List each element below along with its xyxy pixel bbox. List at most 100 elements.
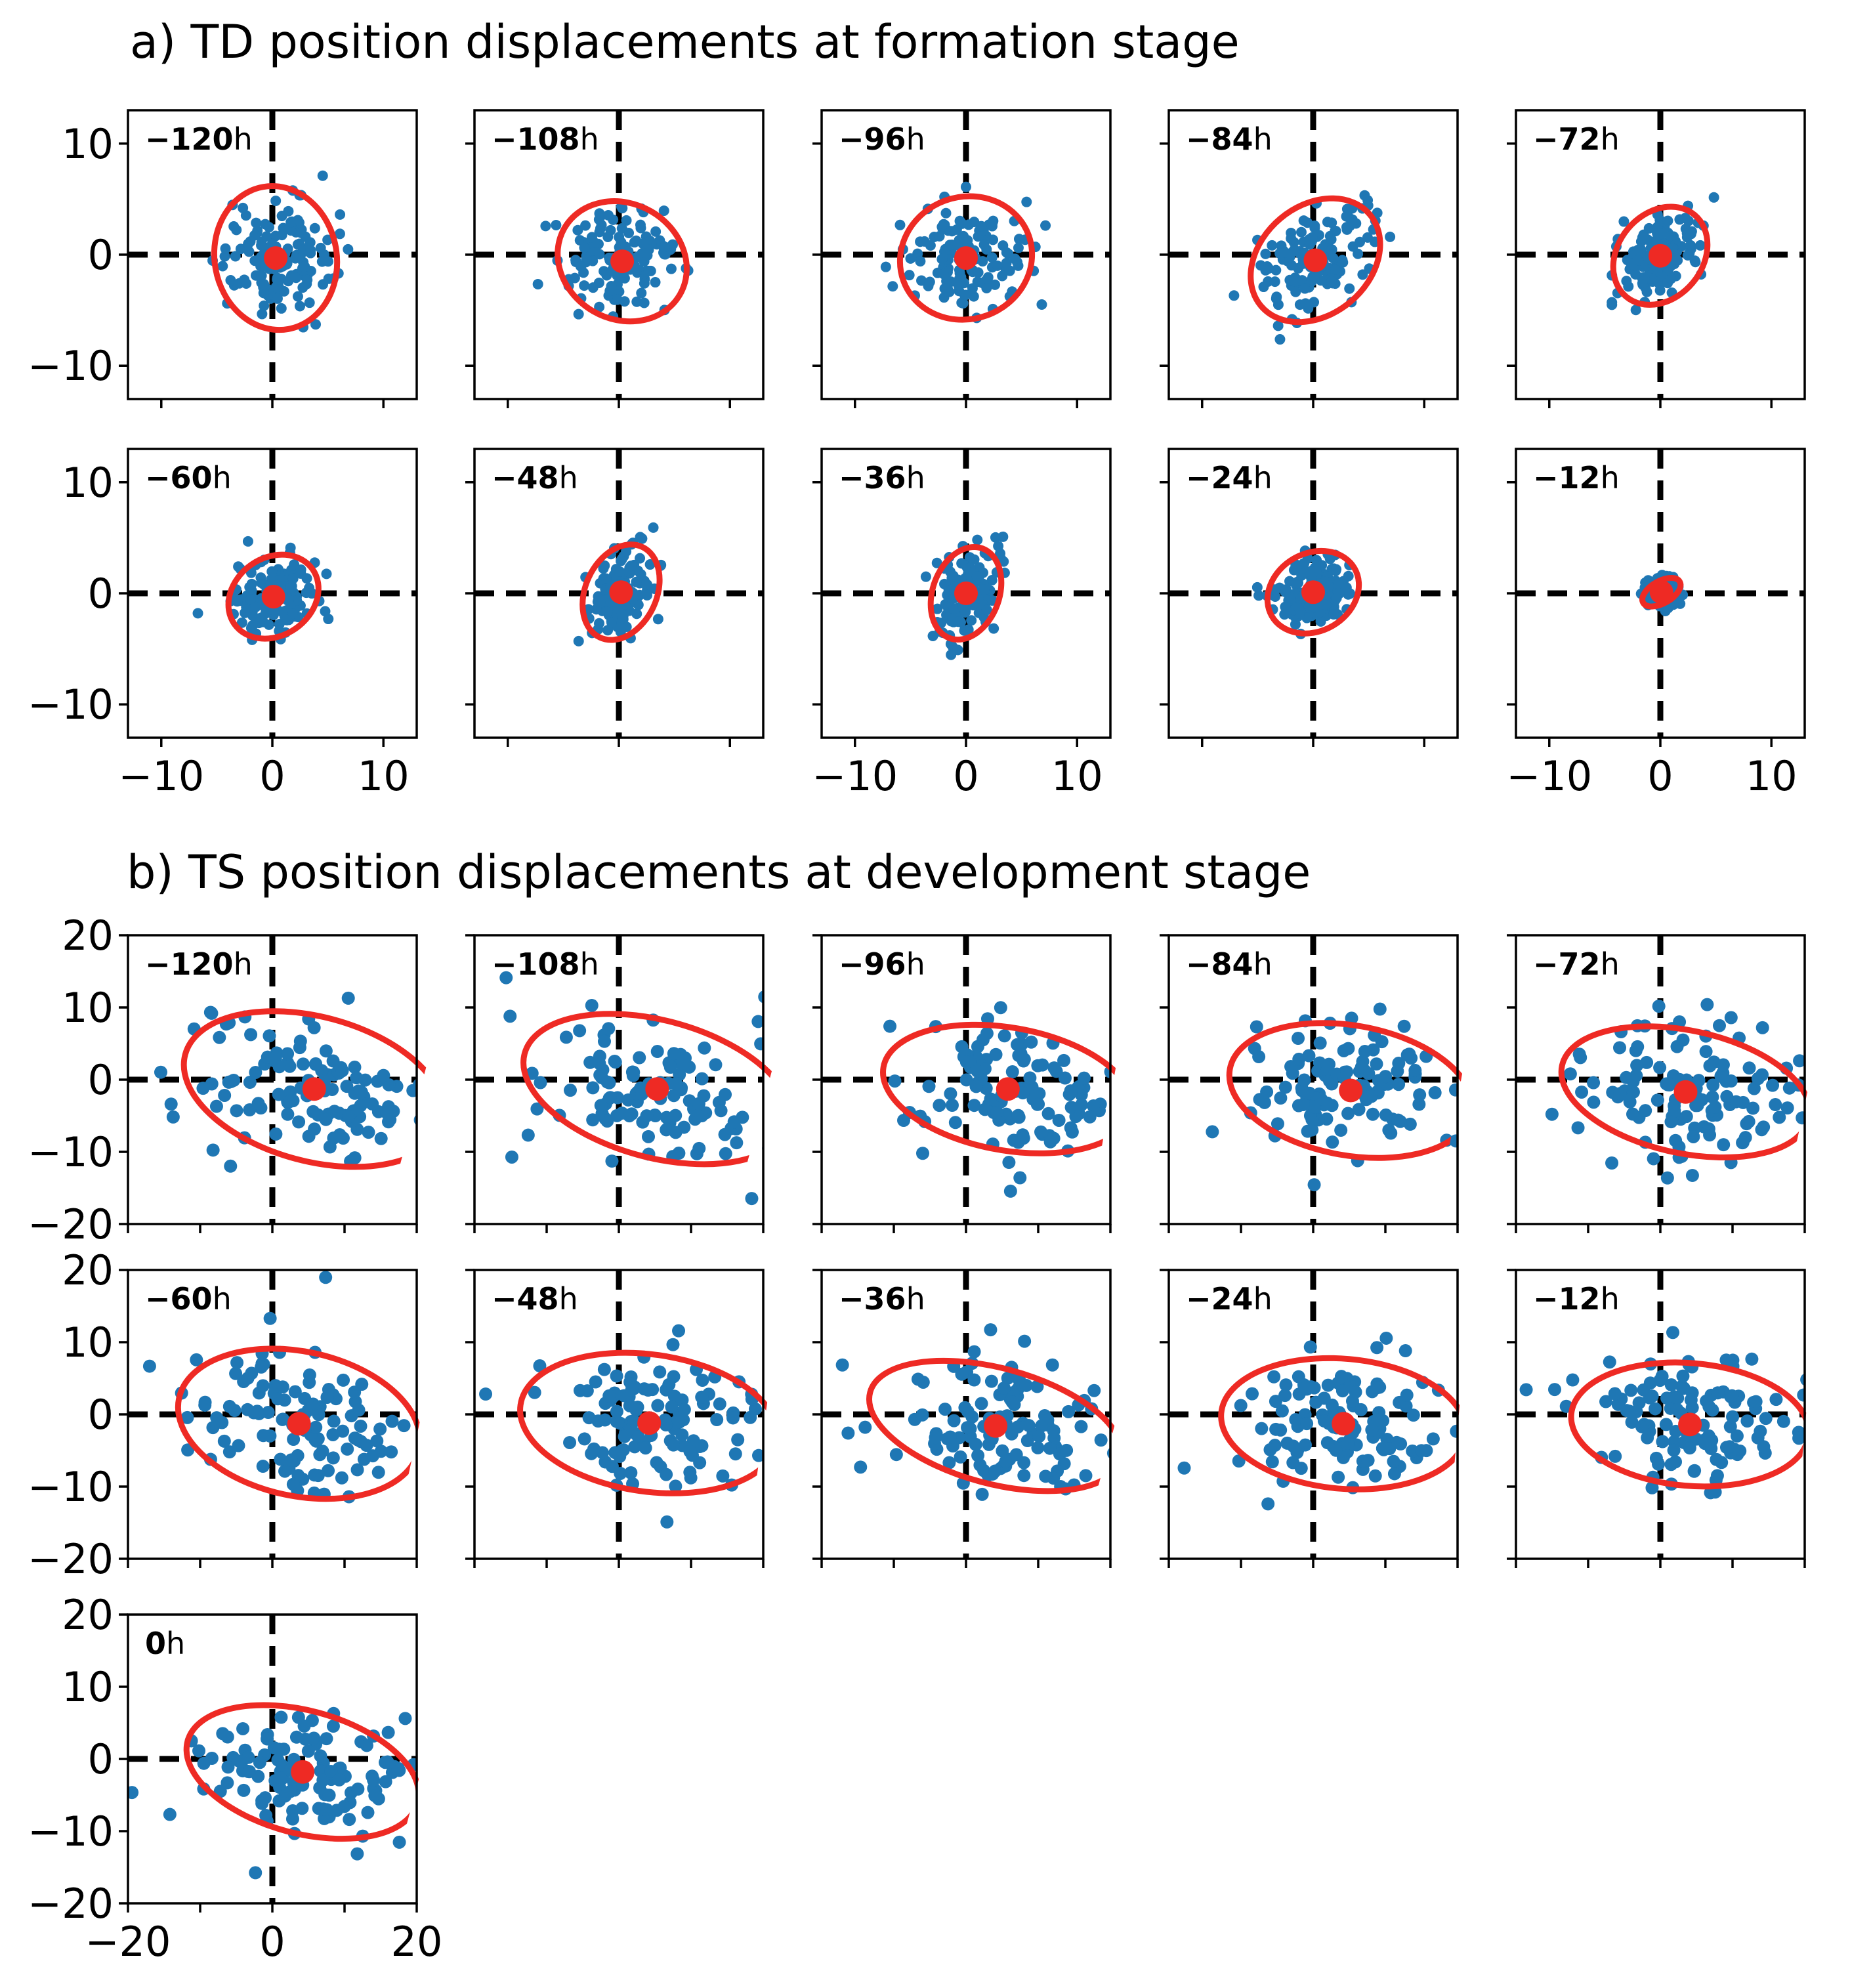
scatter-point bbox=[1575, 1085, 1589, 1099]
scatter-point bbox=[586, 1113, 600, 1127]
y-tick-label: 10 bbox=[62, 1663, 114, 1711]
scatter-point bbox=[283, 595, 294, 606]
scatter-point bbox=[1724, 1011, 1738, 1025]
scatter-point bbox=[256, 1460, 270, 1473]
panel-label-number: −36 bbox=[839, 460, 906, 496]
scatter-point bbox=[599, 560, 610, 571]
scatter-point bbox=[1676, 1369, 1690, 1383]
scatter-point bbox=[651, 1399, 665, 1412]
scatter-point bbox=[961, 1421, 975, 1435]
scatter-point bbox=[1049, 1065, 1063, 1078]
scatter-point bbox=[959, 1055, 973, 1068]
scatter-point bbox=[1458, 1428, 1471, 1441]
scatter-point bbox=[1043, 1135, 1057, 1149]
scatter-point bbox=[978, 239, 990, 250]
x-tick-label: −10 bbox=[1506, 752, 1592, 800]
scatter-point bbox=[1755, 1123, 1769, 1137]
scatter-point bbox=[616, 223, 627, 234]
scatter-point bbox=[432, 1076, 445, 1089]
scatter-point bbox=[1625, 1415, 1639, 1429]
scatter-point bbox=[1133, 1033, 1146, 1046]
scatter-point bbox=[1384, 1126, 1398, 1140]
mean-marker bbox=[609, 580, 633, 604]
scatter-point bbox=[677, 1413, 690, 1427]
scatter-point bbox=[221, 1776, 234, 1790]
scatter-point bbox=[1304, 239, 1315, 250]
scatter-point bbox=[1665, 230, 1676, 242]
scatter-point bbox=[665, 1400, 679, 1414]
panel-label-number: −48 bbox=[492, 1281, 559, 1317]
scatter-point bbox=[894, 219, 906, 230]
scatter-point bbox=[659, 1418, 673, 1432]
scatter-point bbox=[1337, 257, 1349, 268]
scatter-point bbox=[1670, 1040, 1684, 1053]
x-tick-label: −10 bbox=[812, 752, 898, 800]
scatter-point bbox=[1250, 1020, 1263, 1034]
scatter-point bbox=[1087, 1384, 1101, 1397]
scatter-point bbox=[1703, 1059, 1717, 1072]
panel-label-unit: h bbox=[166, 1626, 185, 1661]
scatter-point bbox=[629, 237, 640, 248]
scatter-point bbox=[383, 1113, 397, 1127]
scatter-point bbox=[576, 261, 587, 272]
scatter-point bbox=[1641, 1431, 1654, 1445]
scatter-point bbox=[589, 1375, 602, 1389]
scatter-point bbox=[1740, 1414, 1754, 1428]
x-tick-label: 10 bbox=[1746, 752, 1797, 800]
scatter-point bbox=[730, 1136, 744, 1150]
scatter-point bbox=[1041, 1107, 1055, 1120]
scatter-point bbox=[1368, 1469, 1382, 1483]
scatter-point bbox=[719, 1147, 732, 1160]
scatter-point bbox=[1574, 1051, 1587, 1065]
scatter-point bbox=[988, 623, 999, 634]
scatter-point bbox=[1379, 1331, 1393, 1345]
scatter-point bbox=[963, 624, 974, 635]
scatter-point bbox=[322, 234, 333, 245]
scatter-point bbox=[1064, 1086, 1078, 1099]
scatter-point bbox=[905, 253, 916, 264]
scatter-point bbox=[610, 1405, 623, 1418]
scatter-point bbox=[1679, 1110, 1693, 1124]
scatter-point bbox=[406, 1084, 417, 1097]
panel-label-unit: h bbox=[1601, 1281, 1620, 1317]
scatter-point bbox=[224, 1159, 238, 1173]
scatter-point bbox=[744, 1410, 757, 1424]
scatter-point bbox=[625, 560, 637, 572]
scatter-point bbox=[367, 1773, 381, 1787]
scatter-point bbox=[385, 1445, 398, 1459]
scatter-point bbox=[1288, 564, 1299, 576]
scatter-point bbox=[586, 232, 597, 243]
scatter-point bbox=[1275, 1404, 1289, 1418]
scatter-point bbox=[954, 286, 965, 297]
scatter-point bbox=[621, 622, 632, 633]
scatter-point bbox=[995, 548, 1006, 559]
scatter-point bbox=[1301, 612, 1313, 624]
scatter-point bbox=[1666, 273, 1677, 284]
scatter-point bbox=[348, 1385, 362, 1399]
scatter-point bbox=[605, 1154, 619, 1168]
scatter-point bbox=[357, 1452, 371, 1466]
scatter-point bbox=[1351, 218, 1362, 229]
scatter-point bbox=[1079, 1469, 1093, 1483]
scatter-point bbox=[967, 1099, 981, 1112]
scatter-point bbox=[1659, 1418, 1673, 1431]
scatter-point bbox=[1647, 1152, 1660, 1166]
scatter-point bbox=[754, 1037, 763, 1051]
scatter-point bbox=[1328, 253, 1339, 264]
scatter-point bbox=[653, 1365, 667, 1379]
scatter-point bbox=[683, 1060, 696, 1074]
scatter-point bbox=[1143, 1387, 1156, 1400]
scatter-point bbox=[1359, 190, 1370, 201]
scatter-point bbox=[1279, 247, 1290, 258]
panel-label-unit: h bbox=[213, 460, 232, 496]
scatter-point bbox=[392, 1835, 406, 1849]
scatter-point bbox=[1278, 1080, 1292, 1094]
scatter-point bbox=[1321, 576, 1332, 587]
scatter-point bbox=[1547, 1383, 1561, 1397]
scatter-point bbox=[270, 195, 282, 206]
scatter-point bbox=[304, 297, 315, 308]
scatter-point bbox=[1796, 1111, 1805, 1125]
scatter-point bbox=[1032, 1429, 1046, 1443]
scatter-point bbox=[667, 1047, 681, 1061]
scatter-point bbox=[1660, 1171, 1674, 1185]
